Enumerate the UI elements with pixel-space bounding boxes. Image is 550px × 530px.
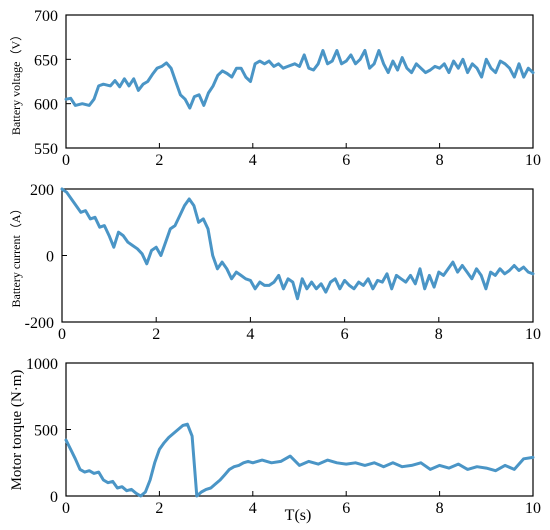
current-y-tick-label: -200 <box>25 315 54 332</box>
torque-x-tick-label: 8 <box>436 500 444 517</box>
torque-y-tick-label: 0 <box>50 489 58 506</box>
voltage-panel: 0 2 4 6 8 10 550 600 650 700 Battery voltage（V） <box>9 8 541 169</box>
voltage-plot-frame <box>65 14 534 149</box>
voltage-x-tick-label: 0 <box>62 152 70 169</box>
current-x-tick-label: 4 <box>246 326 254 343</box>
torque-x-tick-label: 0 <box>62 500 70 517</box>
current-x-tick-label: 0 <box>58 326 66 343</box>
voltage-y-tick-label: 700 <box>34 8 58 25</box>
current-x-tick-label: 8 <box>435 326 443 343</box>
torque-plot-frame <box>65 362 534 497</box>
torque-x-tick-label: 4 <box>249 500 257 517</box>
current-y-tick-label: 0 <box>46 249 54 266</box>
voltage-y-tick-label: 550 <box>34 141 58 158</box>
current-series-line <box>60 187 535 301</box>
voltage-x-tick-label: 8 <box>436 152 444 169</box>
current-x-tick-label: 6 <box>341 326 349 343</box>
torque-x-tick-label: 6 <box>342 500 350 517</box>
current-y-axis-label: Battery current（A） <box>9 203 23 308</box>
torque-axes: 0 2 4 6 8 10 0 500 1000 <box>26 356 541 517</box>
voltage-x-tick-label: 6 <box>342 152 350 169</box>
voltage-axes: 0 2 4 6 8 10 550 600 650 700 <box>34 8 541 169</box>
current-x-tick-label: 10 <box>525 326 541 343</box>
current-x-tick-label: 2 <box>152 326 160 343</box>
voltage-x-tick-label: 4 <box>249 152 257 169</box>
current-y-tick-label: 200 <box>30 182 54 199</box>
torque-x-tick-label: 2 <box>155 500 163 517</box>
torque-y-tick-label: 1000 <box>26 356 58 373</box>
torque-y-axis-label: Motor torque (N·m) <box>9 370 25 491</box>
voltage-y-axis-label: Battery voltage（V） <box>9 29 23 135</box>
time-x-axis-label: T(s) <box>285 507 312 524</box>
voltage-x-tick-label: 10 <box>525 152 541 169</box>
voltage-series-line <box>64 49 535 110</box>
torque-x-tick-label: 10 <box>525 500 541 517</box>
torque-y-tick-label: 500 <box>34 423 58 440</box>
current-plot-frame <box>61 188 534 323</box>
voltage-y-tick-label: 600 <box>34 97 58 114</box>
voltage-x-tick-label: 2 <box>155 152 163 169</box>
voltage-y-tick-label: 650 <box>34 52 58 69</box>
torque-series-line <box>64 422 535 498</box>
torque-panel: 0 2 4 6 8 10 0 500 1000 Motor torque (N·m) T(s) <box>9 356 541 524</box>
